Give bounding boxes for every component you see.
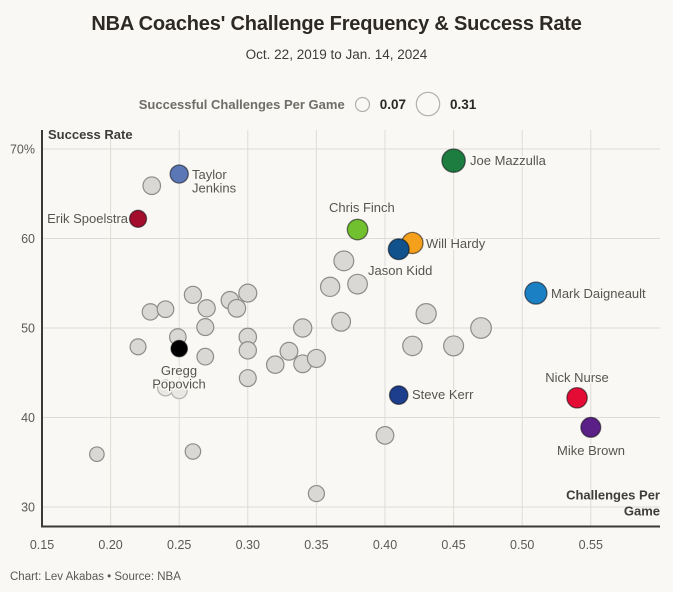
coach-label: Nick Nurse [545, 370, 609, 385]
coach-bubble-unlabeled[interactable] [307, 484, 326, 503]
x-tick-label: 0.40 [373, 538, 397, 552]
coach-bubble-unlabeled[interactable] [375, 426, 395, 445]
coach-bubble-unlabeled[interactable] [129, 338, 147, 356]
coach-bubble-unlabeled[interactable] [89, 446, 105, 463]
y-tick-label: 50 [21, 322, 35, 336]
coach-bubble-unlabeled[interactable] [170, 382, 188, 400]
size-legend-small-value: 0.07 [379, 96, 406, 112]
page-title: NBA Coaches' Challenge Frequency & Succe… [91, 13, 582, 35]
coach-bubble-unlabeled[interactable] [347, 273, 368, 295]
coach-bubble-unlabeled[interactable] [141, 303, 160, 321]
coach-bubble-mike-brown[interactable] [580, 416, 602, 438]
coach-bubble-erik-spoelstra[interactable] [128, 209, 148, 228]
x-axis-title: Challenges Per [566, 488, 660, 503]
coach-bubble-unlabeled[interactable] [415, 303, 437, 325]
coach-bubble-unlabeled[interactable] [238, 369, 257, 388]
coach-bubble-nick-nurse[interactable] [566, 386, 588, 409]
coach-bubble-unlabeled[interactable] [197, 299, 216, 318]
coach-bubble-unlabeled[interactable] [196, 318, 215, 337]
coach-bubble-mark-daigneault[interactable] [524, 281, 548, 305]
x-tick-label: 0.20 [98, 538, 122, 552]
size-legend: Successful Challenges Per Game 0.07 0.31 [0, 91, 644, 117]
coach-label: Will Hardy [426, 236, 486, 251]
coach-bubble-jason-kidd[interactable] [387, 238, 410, 261]
coach-label: Taylor [192, 167, 227, 182]
coach-label: Jason Kidd [368, 263, 432, 278]
x-tick-label: 0.50 [510, 538, 534, 552]
coach-label: Chris Finch [329, 200, 395, 215]
coach-bubble-unlabeled[interactable] [292, 318, 313, 338]
small-bubble-icon [354, 96, 370, 112]
coach-bubble-unlabeled[interactable] [279, 341, 299, 361]
y-tick-label: 30 [21, 501, 35, 515]
coach-bubble-unlabeled[interactable] [238, 283, 258, 303]
coach-bubble-unlabeled[interactable] [196, 347, 215, 366]
coach-bubble-unlabeled[interactable] [156, 300, 175, 319]
x-tick-label: 0.35 [304, 538, 328, 552]
bubble-chart: 70% 60 50 40 30 0.15 0.20 0.25 0.30 0.35 0.40 0.45 0… [0, 118, 673, 568]
coach-label: Gregg [161, 363, 197, 378]
coach-bubble-unlabeled[interactable] [238, 341, 258, 360]
x-tick-label: 0.55 [579, 538, 603, 552]
coach-bubble-unlabeled[interactable] [443, 335, 465, 357]
x-tick-label: 0.25 [167, 538, 191, 552]
size-legend-large-value: 0.31 [449, 96, 477, 112]
coach-bubble-taylor-jenkins[interactable] [169, 164, 189, 184]
coach-bubble-unlabeled[interactable] [183, 285, 203, 305]
coach-label: Steve Kerr [412, 387, 474, 402]
coach-bubble-steve-kerr[interactable] [388, 385, 409, 405]
coach-label: Jenkins [192, 181, 237, 196]
coach-bubble-unlabeled[interactable] [402, 335, 423, 357]
coach-bubble-unlabeled[interactable] [265, 355, 285, 374]
coach-bubble-chris-finch[interactable] [346, 218, 369, 241]
coach-bubble-unlabeled[interactable] [306, 348, 326, 369]
coach-label: Joe Mazzulla [470, 153, 547, 168]
coach-bubble-unlabeled[interactable] [319, 276, 341, 298]
size-legend-label: Successful Challenges Per Game [138, 96, 345, 112]
coach-bubble-gregg-popovich[interactable] [170, 339, 189, 358]
coach-bubble-unlabeled[interactable] [470, 317, 492, 339]
coach-label: Mike Brown [557, 443, 625, 458]
coach-bubble-unlabeled[interactable] [142, 176, 162, 196]
coach-bubble-unlabeled[interactable] [333, 250, 355, 272]
coach-label: Mark Daigneault [551, 286, 646, 301]
credit-line: Chart: Lev Akabas • Source: NBA [10, 571, 181, 583]
large-bubble-icon [415, 91, 441, 117]
coach-bubble-joe-mazzulla[interactable] [441, 148, 466, 173]
bubble-chart-svg: 70% 60 50 40 30 0.15 0.20 0.25 0.30 0.35 0.40 0.45 0… [10, 127, 660, 552]
coach-label: Popovich [152, 377, 205, 392]
coach-label: Erik Spoelstra [47, 211, 129, 226]
y-axis-title: Success Rate [48, 127, 133, 142]
y-tick-label: 60 [21, 232, 35, 246]
y-tick-label: 70% [10, 143, 35, 157]
page-subtitle: Oct. 22, 2019 to Jan. 14, 2024 [245, 47, 428, 62]
x-axis-title: Game [624, 504, 660, 519]
coach-bubble-unlabeled[interactable] [331, 311, 352, 332]
x-tick-label: 0.30 [236, 538, 260, 552]
coach-bubble-unlabeled[interactable] [184, 443, 202, 460]
x-tick-label: 0.15 [30, 538, 54, 552]
coach-bubble-unlabeled[interactable] [227, 298, 247, 318]
x-tick-label: 0.45 [441, 538, 465, 552]
y-tick-label: 40 [21, 411, 35, 425]
